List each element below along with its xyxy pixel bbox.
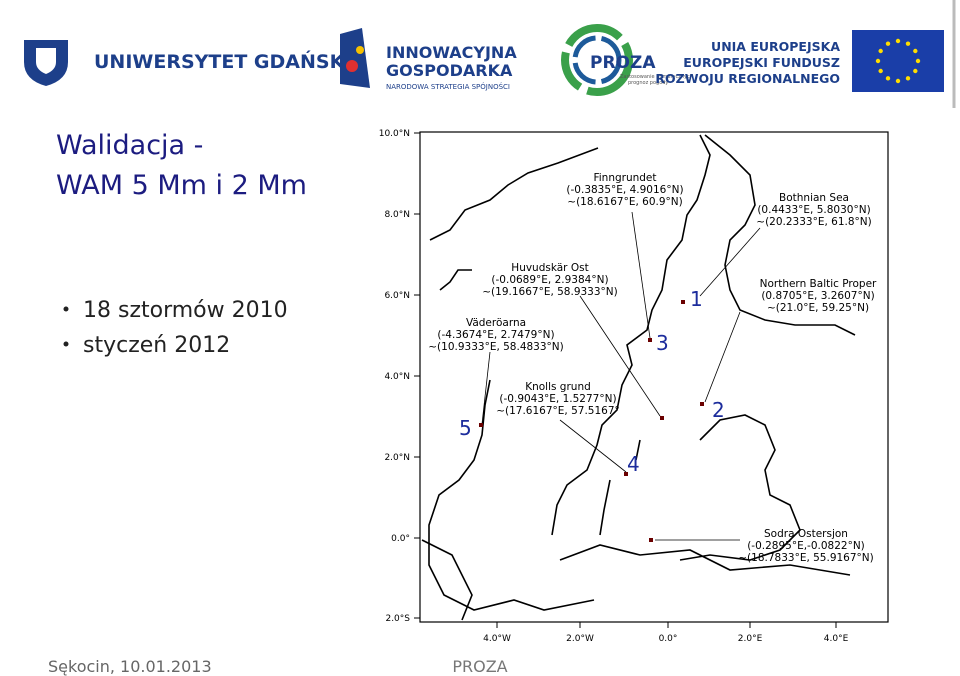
lat-label: 8.0°N [384, 210, 410, 220]
station-coords: ~(17.6167°E, 57.5167° [496, 405, 620, 417]
ug-name: UNIWERSYTET GDAŃSKI [94, 50, 351, 73]
proza-ring [572, 35, 622, 85]
ig-line: NARODOWA STRATEGIA SPÓJNOŚCI [386, 82, 510, 91]
eu-stars [875, 38, 921, 84]
station-coords: (-0.2895°E,-0.0822°N) [747, 540, 865, 552]
eu-star [895, 38, 901, 44]
proza-sub: prognoz pogody [628, 80, 668, 86]
bullet-dot [63, 341, 69, 347]
lat-label: 2.0°N [384, 453, 410, 463]
eu-star [913, 48, 918, 54]
bullet: 18 sztormów 2010 [83, 298, 288, 323]
callout-lines [481, 211, 761, 541]
station-coords: (-4.3674°E, 2.7479°N) [437, 329, 554, 341]
proza-ring [561, 24, 633, 96]
bullet-dot [63, 306, 69, 312]
ig-dot [346, 60, 358, 72]
eu-star [875, 58, 881, 64]
bullet: styczeń 2012 [83, 333, 230, 358]
station-number: 1 [690, 287, 703, 311]
station-coords: ~(19.1667°E, 58.9333°N) [482, 286, 618, 298]
map-frame [419, 131, 889, 623]
station-marker [479, 423, 483, 427]
station-coords: ~(18.7833°E, 55.9167°N) [738, 552, 874, 564]
station-coords: (-0.3835°E, 4.9016°N) [566, 184, 683, 196]
lat-label: 4.0°N [384, 372, 410, 382]
station-name: Bothnian Sea [779, 192, 849, 204]
ig-line: GOSPODARKA [386, 61, 513, 80]
lat-label: 6.0°N [384, 291, 410, 301]
ig-dot [356, 46, 364, 54]
eu-star [878, 48, 883, 54]
eu-line: ROZWOJU REGIONALNEGO [655, 71, 840, 86]
lon-label: 4.0°E [824, 634, 849, 644]
station-name: Huvudskär Ost [511, 262, 588, 274]
header [0, 0, 960, 108]
ig-logo [340, 28, 370, 88]
station-coords: ~(21.0°E, 59.25°N) [767, 302, 869, 314]
lon-label: 4.0°W [483, 634, 511, 644]
station-coords: (0.4433°E, 5.8030°N) [757, 204, 870, 216]
eu-star [913, 68, 918, 74]
eu-line: UNIA EUROPEJSKA [711, 39, 840, 54]
station-name: Northern Baltic Proper [760, 278, 877, 290]
station-coords: (-0.0689°E, 2.9384°N) [491, 274, 608, 286]
lat-label: 2.0°S [385, 614, 410, 624]
station-number: 5 [459, 416, 472, 440]
lon-label: 0.0° [659, 634, 678, 644]
station-coords: (0.8705°E, 3.2607°N) [761, 290, 874, 302]
eu-star [915, 58, 921, 64]
title-line: Walidacja - [56, 130, 203, 161]
station-marker [660, 416, 664, 420]
station-coords: ~(20.2333°E, 61.8°N) [756, 216, 871, 228]
station-name: Väderöarna [466, 317, 526, 329]
lon-label: 2.0°E [738, 634, 763, 644]
station-number: 2 [712, 398, 725, 422]
station-coords: ~(10.9333°E, 58.4833°N) [428, 341, 564, 353]
ig-line: INNOWACYJNA [386, 43, 517, 62]
footer-center: PROZA [452, 657, 507, 676]
footer-left: Sękocin, 10.01.2013 [48, 657, 212, 676]
station-name: Finngrundet [593, 172, 656, 184]
station-marker [681, 300, 685, 304]
lat-label: 10.0°N [379, 129, 410, 139]
coastline [421, 134, 856, 621]
station-number: 4 [627, 452, 640, 476]
eu-star [895, 78, 901, 84]
station-coords: ~(18.6167°E, 60.9°N) [567, 196, 682, 208]
eu-line: EUROPEJSKI FUNDUSZ [683, 55, 840, 70]
ug-shield-inner [36, 48, 56, 74]
eu-star [905, 76, 911, 81]
proza-name: PROZA [590, 53, 656, 73]
station-marker [624, 472, 628, 476]
eu-star [878, 68, 883, 74]
proza-sub: Zastosowanie numerycznych [620, 74, 693, 80]
station-coords: (-0.9043°E, 1.5277°N) [499, 393, 616, 405]
station-marker [648, 338, 652, 342]
title-line: WAM 5 Mm i 2 Mm [56, 170, 307, 201]
station-number: 3 [656, 331, 669, 355]
lon-label: 2.0°W [566, 634, 594, 644]
lat-label: 0.0° [391, 534, 410, 544]
station-name: Knolls grund [525, 381, 591, 393]
eu-star [885, 41, 891, 46]
eu-star [905, 41, 911, 46]
station-marker [649, 538, 653, 542]
eu-star [885, 76, 891, 81]
station-marker [700, 402, 704, 406]
station-name: Sodra Ostersjon [764, 528, 848, 540]
